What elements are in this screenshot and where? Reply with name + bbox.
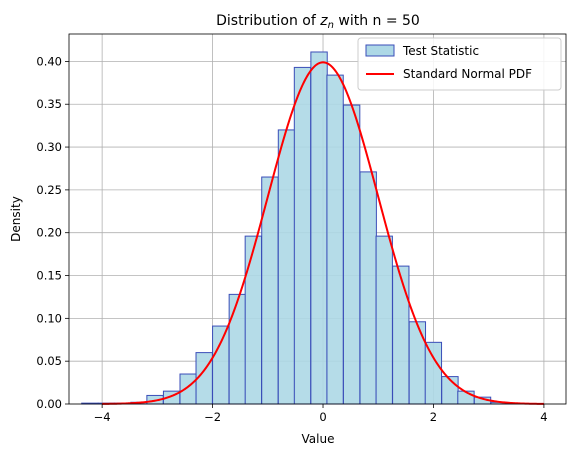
histogram-bar <box>179 373 197 405</box>
plot-frame <box>68 33 567 405</box>
y-tick-label: 0.30 <box>36 140 62 154</box>
chart-title: Distribution of zn with n = 50 <box>216 13 420 31</box>
x-tick-label: 2 <box>430 410 437 424</box>
histogram-bar <box>375 235 393 405</box>
y-tick-label: 0.35 <box>36 97 62 111</box>
histogram-bar <box>244 235 263 405</box>
histogram-bar <box>424 341 443 405</box>
legend-label-normal-pdf: Standard Normal PDF <box>403 67 532 81</box>
y-tick-label: 0.40 <box>36 54 62 68</box>
histogram-bar <box>212 325 230 405</box>
x-tick-label: −4 <box>94 410 111 424</box>
histogram-bar <box>228 293 247 405</box>
histogram-bars <box>81 51 524 405</box>
x-axis-label: Value <box>302 432 335 446</box>
legend-swatch-test-statistic <box>365 44 395 57</box>
y-axis-ticks: 0.00 0.05 0.10 0.15 0.20 0.25 0.30 0.35 0.40 <box>36 54 69 411</box>
y-tick-label: 0.05 <box>36 354 62 368</box>
legend: Test Statistic Standard Normal PDF <box>357 37 562 91</box>
histogram-bar <box>326 74 344 405</box>
x-tick-label: 0 <box>319 410 326 424</box>
y-tick-label: 0.15 <box>36 269 62 283</box>
x-axis-ticks: −4 −2 0 2 4 <box>94 404 548 424</box>
y-tick-label: 0.00 <box>36 397 62 411</box>
histogram-bar <box>293 66 312 405</box>
legend-box <box>357 37 562 91</box>
y-tick-label: 0.20 <box>36 226 62 240</box>
histogram-bar <box>408 321 427 405</box>
y-tick-label: 0.10 <box>36 311 62 325</box>
histogram-bar <box>359 171 377 405</box>
y-tick-label: 0.25 <box>36 183 62 197</box>
x-tick-label: −2 <box>204 410 221 424</box>
x-tick-label: 4 <box>540 410 547 424</box>
histogram-bar <box>392 265 410 405</box>
histogram-bar <box>310 51 328 405</box>
legend-label-test-statistic: Test Statistic <box>402 44 479 58</box>
histogram-bar <box>342 104 361 405</box>
histogram-bar <box>277 129 296 405</box>
y-axis-label: Density <box>9 196 23 242</box>
normal-pdf-curve <box>102 61 544 405</box>
